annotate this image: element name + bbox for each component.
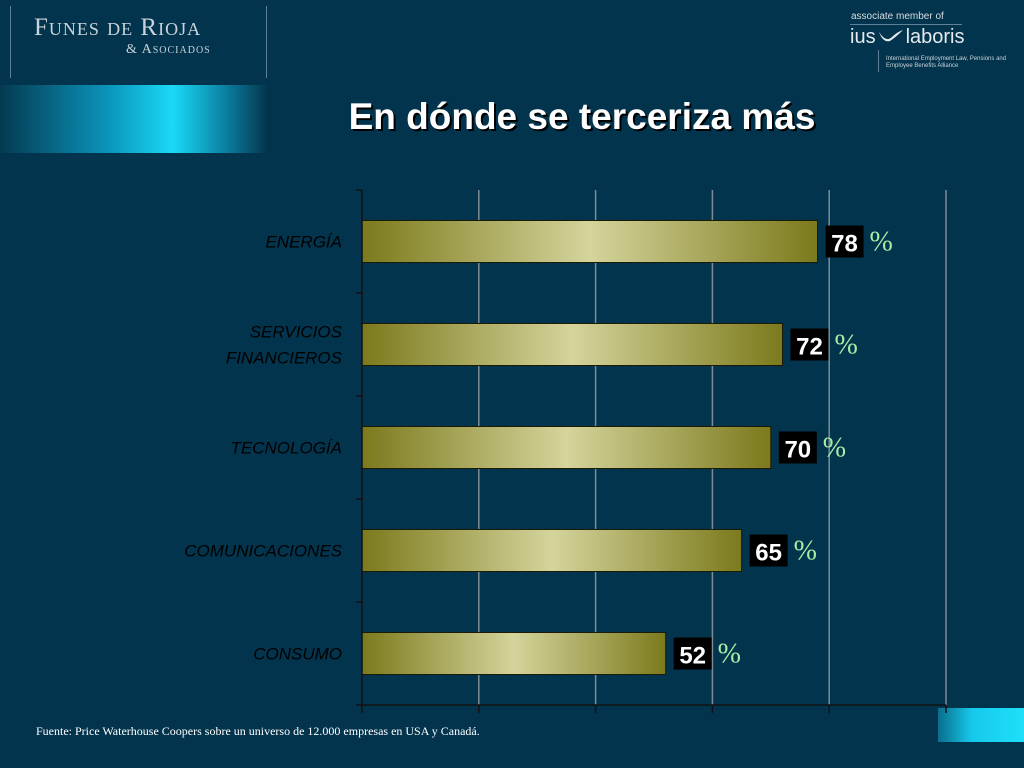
network-swoosh-icon [878,26,904,49]
source-footnote: Fuente: Price Waterhouse Coopers sobre u… [36,724,480,738]
header-divider-right [266,6,267,78]
data-label-box [749,534,788,567]
data-label: 70 [784,437,811,464]
network-divider [878,50,879,72]
data-label: 52 [679,643,706,670]
category-label: FINANCIEROS [226,349,343,368]
data-label: 65 [755,540,782,567]
slide-title: En dónde se terceriza más [348,96,816,137]
bar [361,632,667,675]
data-label-box [673,637,712,670]
category-label: SERVICIOS [250,323,343,342]
header-divider-left [10,6,11,78]
footer-accent-band [938,708,1024,742]
header-accent-band [0,85,266,153]
data-label-box [790,328,829,361]
category-label: COMUNICACIONES [184,542,342,561]
percent-label: % [718,639,741,670]
category-label: TECNOLOGÍA [231,439,342,458]
data-label-box [825,225,864,258]
company-logo: Funes de Rioja & Asociados [0,0,268,80]
bar [361,529,743,572]
category-label: CONSUMO [253,645,342,664]
percent-label: % [794,536,817,567]
network-name-right: laboris [905,26,965,48]
bar [361,323,783,366]
logo-main-text: Funes de Rioja [34,14,202,41]
data-label-box [778,431,817,464]
logo-sub-text: & Asociados [126,42,211,57]
network-name-left: ius [850,26,876,48]
network-tagline: International Employment Law, Pensions a… [886,56,1007,69]
data-label: 78 [831,231,858,258]
percent-label: % [870,227,893,258]
data-label: 72 [796,334,823,361]
associate-text: associate member of [851,11,944,22]
bar [361,426,772,469]
percent-label: % [834,330,857,361]
associate-underline [850,24,962,25]
network-logo: ius laboris [850,26,965,49]
category-label: ENERGÍA [265,233,342,252]
percent-label: % [823,433,846,464]
bar [361,220,819,263]
